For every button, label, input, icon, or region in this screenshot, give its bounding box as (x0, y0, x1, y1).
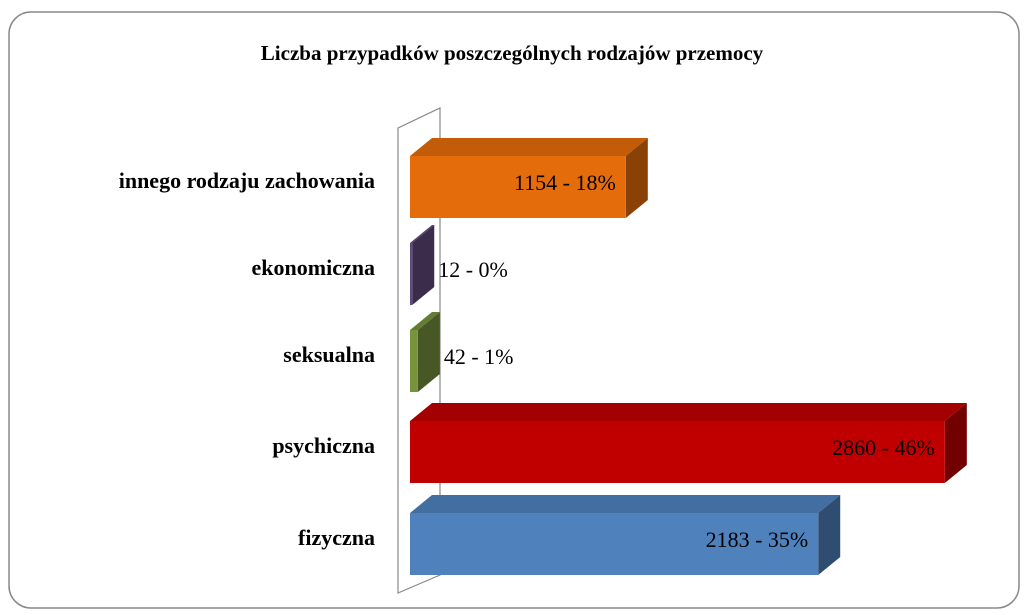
bar-top (410, 225, 435, 243)
bar-front (410, 156, 626, 218)
data-label: 42 - 1% (444, 344, 514, 369)
y-tick-label: seksualna (283, 342, 375, 367)
y-tick-label: innego rodzaju zachowania (119, 168, 375, 193)
y-tick-label: psychiczna (272, 433, 375, 458)
bar-front (410, 421, 945, 483)
data-label: 2183 - 35% (706, 527, 809, 552)
bar (410, 225, 435, 305)
bar (410, 312, 440, 392)
bar-top (410, 138, 648, 156)
y-tick-label: fizyczna (298, 525, 375, 550)
data-label: 1154 - 18% (514, 170, 616, 195)
bar (410, 138, 648, 218)
bar-side (417, 312, 440, 392)
bar (410, 495, 841, 575)
bar-side (412, 225, 435, 305)
data-label: 12 - 0% (438, 257, 508, 282)
bar-side (944, 403, 967, 483)
bar-side (625, 138, 648, 218)
bar (410, 403, 967, 483)
bar-side (818, 495, 841, 575)
bar-front (410, 243, 413, 305)
chart-title: Liczba przypadków poszczególnych rodzajó… (261, 41, 764, 65)
bar-front (410, 513, 819, 575)
bar-top (410, 495, 841, 513)
data-label: 2860 - 46% (832, 435, 935, 460)
bar-front (410, 330, 418, 392)
y-tick-label: ekonomiczna (252, 255, 375, 280)
bar-top (410, 312, 440, 330)
bar-top (410, 403, 967, 421)
